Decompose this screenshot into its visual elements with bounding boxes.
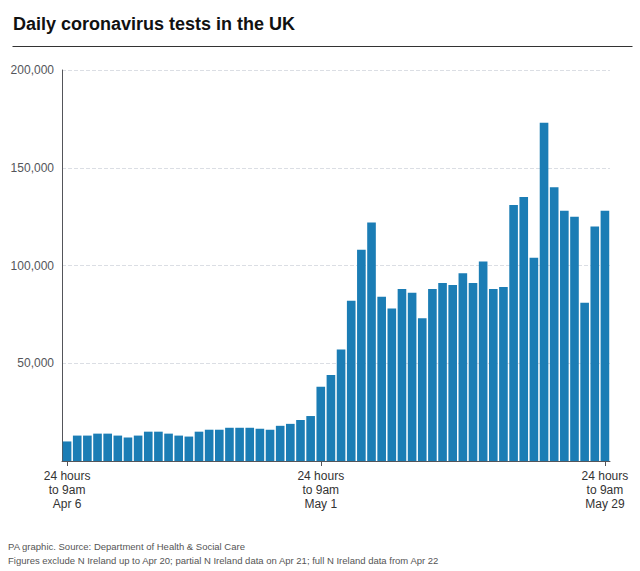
svg-text:Figures exclude N Ireland up t: Figures exclude N Ireland up to Apr 20; … xyxy=(8,555,438,566)
svg-text:150,000: 150,000 xyxy=(11,161,55,175)
svg-text:Daily coronavirus tests in the: Daily coronavirus tests in the UK xyxy=(13,14,295,34)
svg-text:100,000: 100,000 xyxy=(11,259,55,273)
svg-text:200,000: 200,000 xyxy=(11,63,55,77)
svg-text:Apr 6: Apr 6 xyxy=(53,497,82,511)
svg-text:50,000: 50,000 xyxy=(17,356,54,370)
svg-text:to 9am: to 9am xyxy=(302,483,339,497)
svg-text:24 hours: 24 hours xyxy=(44,469,91,483)
svg-text:to 9am: to 9am xyxy=(49,483,86,497)
svg-text:PA graphic. Source: Department: PA graphic. Source: Department of Health… xyxy=(8,541,245,552)
svg-text:24 hours: 24 hours xyxy=(297,469,344,483)
svg-text:May 29: May 29 xyxy=(585,497,625,511)
svg-text:May 1: May 1 xyxy=(304,497,337,511)
svg-text:24 hours: 24 hours xyxy=(582,469,629,483)
svg-text:to 9am: to 9am xyxy=(587,483,624,497)
